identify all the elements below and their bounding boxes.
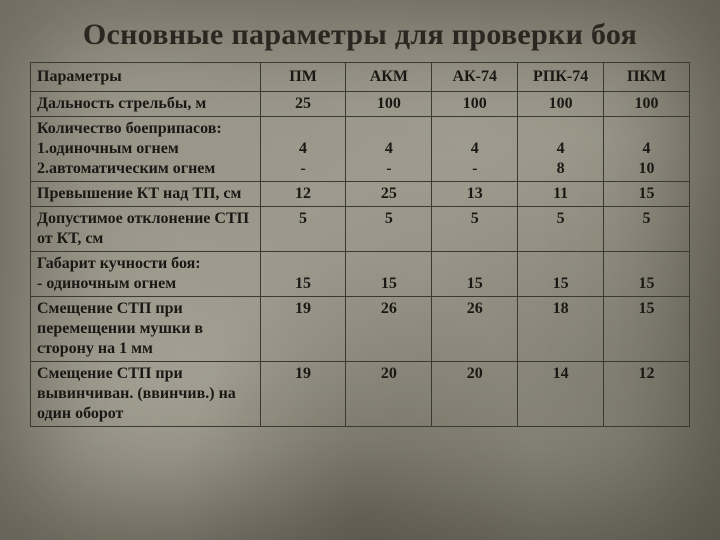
col-header-pkm: ПКМ — [604, 63, 690, 92]
table-row: Превышение КТ над ТП, см1225131115 — [31, 182, 690, 207]
col-header-ak74: АК-74 — [432, 63, 518, 92]
table-row: Габарит кучности боя: - одиночным огнем … — [31, 252, 690, 297]
value-cell: 15 — [518, 252, 604, 297]
col-header-param: Параметры — [31, 63, 261, 92]
param-cell: Габарит кучности боя: - одиночным огнем — [31, 252, 261, 297]
value-cell: 15 — [604, 182, 690, 207]
value-cell: 20 — [432, 362, 518, 427]
table-row: Дальность стрельбы, м25100100100100 — [31, 92, 690, 117]
value-cell: 15 — [604, 252, 690, 297]
value-cell: 15 — [260, 252, 346, 297]
param-cell: Превышение КТ над ТП, см — [31, 182, 261, 207]
param-cell: Смещение СТП при перемещении мушки в сто… — [31, 297, 261, 362]
value-cell: 19 — [260, 297, 346, 362]
col-header-akm: АКМ — [346, 63, 432, 92]
value-cell: 5 — [260, 207, 346, 252]
value-cell: 5 — [346, 207, 432, 252]
value-cell: 4 8 — [518, 117, 604, 182]
value-cell: 4 - — [260, 117, 346, 182]
value-cell: 14 — [518, 362, 604, 427]
value-cell: 5 — [432, 207, 518, 252]
value-cell: 11 — [518, 182, 604, 207]
value-cell: 4 - — [432, 117, 518, 182]
value-cell: 20 — [346, 362, 432, 427]
value-cell: 12 — [604, 362, 690, 427]
param-cell: Количество боеприпасов: 1.одиночным огне… — [31, 117, 261, 182]
table-row: Смещение СТП при перемещении мушки в сто… — [31, 297, 690, 362]
value-cell: 4 10 — [604, 117, 690, 182]
value-cell: 18 — [518, 297, 604, 362]
table-row: Количество боеприпасов: 1.одиночным огне… — [31, 117, 690, 182]
value-cell: 15 — [604, 297, 690, 362]
page-title: Основные параметры для проверки боя — [30, 18, 690, 52]
table-body: Дальность стрельбы, м25100100100100Колич… — [31, 92, 690, 427]
value-cell: 26 — [432, 297, 518, 362]
value-cell: 100 — [432, 92, 518, 117]
table-header-row: Параметры ПМ АКМ АК-74 РПК-74 ПКМ — [31, 63, 690, 92]
value-cell: 12 — [260, 182, 346, 207]
value-cell: 100 — [346, 92, 432, 117]
value-cell: 13 — [432, 182, 518, 207]
param-cell: Смещение СТП при вывинчиван. (ввинчив.) … — [31, 362, 261, 427]
col-header-pm: ПМ — [260, 63, 346, 92]
value-cell: 26 — [346, 297, 432, 362]
value-cell: 5 — [518, 207, 604, 252]
param-cell: Дальность стрельбы, м — [31, 92, 261, 117]
value-cell: 25 — [346, 182, 432, 207]
value-cell: 19 — [260, 362, 346, 427]
value-cell: 100 — [518, 92, 604, 117]
value-cell: 25 — [260, 92, 346, 117]
value-cell: 15 — [432, 252, 518, 297]
value-cell: 15 — [346, 252, 432, 297]
value-cell: 100 — [604, 92, 690, 117]
table-row: Смещение СТП при вывинчиван. (ввинчив.) … — [31, 362, 690, 427]
param-cell: Допустимое отклонение СТП от КТ, см — [31, 207, 261, 252]
value-cell: 4 - — [346, 117, 432, 182]
parameters-table: Параметры ПМ АКМ АК-74 РПК-74 ПКМ Дально… — [30, 62, 690, 427]
col-header-rpk74: РПК-74 — [518, 63, 604, 92]
table-row: Допустимое отклонение СТП от КТ, см55555 — [31, 207, 690, 252]
value-cell: 5 — [604, 207, 690, 252]
